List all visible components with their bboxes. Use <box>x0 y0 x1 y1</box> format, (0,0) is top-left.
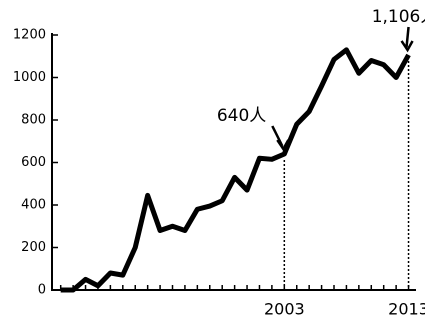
annotation-label: 1,106人 <box>372 7 425 27</box>
x-tick-label: 2013 <box>388 300 425 319</box>
x-tick-label: 2003 <box>264 300 305 319</box>
y-tick-label: 0 <box>38 283 46 298</box>
annotation-arrow <box>271 125 284 147</box>
y-tick-label: 1000 <box>13 70 46 85</box>
y-tick-label: 400 <box>21 198 46 213</box>
annotation-label: 640人 <box>217 106 266 126</box>
data-line <box>60 47 411 293</box>
y-tick-label: 1200 <box>13 28 46 43</box>
y-tick-label: 800 <box>21 113 46 128</box>
annotation-arrow <box>405 26 410 48</box>
annotation-arrowhead <box>400 40 414 53</box>
y-tick-label: 200 <box>21 240 46 255</box>
y-tick-label: 600 <box>21 155 46 170</box>
annotation-arrowhead <box>276 139 290 152</box>
